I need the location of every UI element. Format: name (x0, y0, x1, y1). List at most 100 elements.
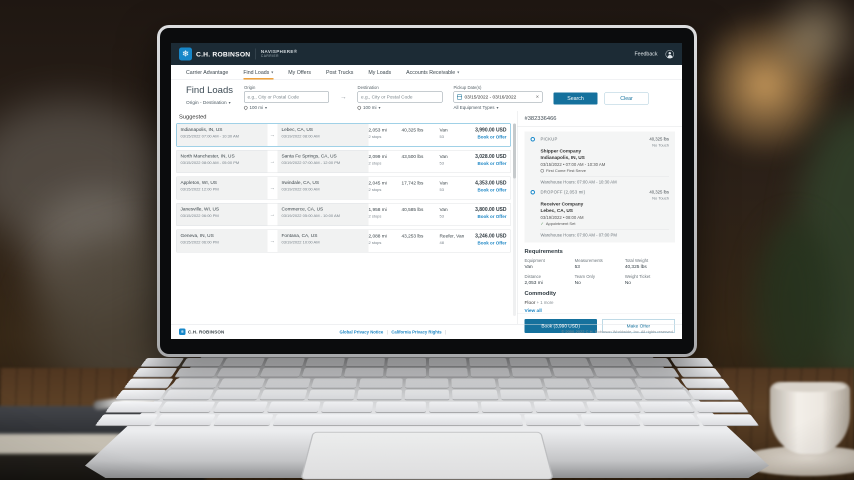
user-account-icon[interactable] (665, 49, 674, 59)
dropoff-datetime: 03/19/2022 • 08:00 AM (540, 215, 584, 220)
commodity-primary: Floor (524, 300, 536, 306)
nav-item-my-offers[interactable]: My Offers (288, 69, 311, 76)
nav-item-find-loads[interactable]: Find Loads ▾ (243, 65, 274, 80)
chevron-down-icon: ▾ (228, 100, 231, 106)
destination-input[interactable] (357, 91, 443, 103)
equipment-cell: Van 53 (440, 204, 468, 226)
pickup-datetime: 03/15/2022 • 07:00 AM - 10:30 AM (540, 162, 606, 167)
load-price: 3,246.00 USD (475, 233, 507, 240)
destination-radius-dropdown[interactable]: 100 mi ▾ (356, 105, 443, 110)
price-cell: 4,353.00 USD Book or Offer (468, 177, 511, 199)
trailer-length: 53 (439, 214, 444, 219)
equipment-cell: Reefer, Van 48 (440, 230, 468, 252)
destination-cell: Commerce, CA, US 03/19/2022 05:00 AM - 1… (277, 203, 369, 226)
equipment-cell: Van 53 (440, 177, 468, 199)
origin-city: Appleton, WI, US (180, 180, 217, 186)
origin-cell: Janesville, WI, US 03/15/2022 06:00 PM (176, 203, 268, 226)
nav-item-post-trucks[interactable]: Post Trucks (325, 69, 354, 76)
scrollbar-thumb[interactable] (513, 123, 516, 179)
req-measurements: Measurements 53 (574, 258, 603, 270)
trailer-length: 48 (439, 240, 444, 246)
dropoff-label: DROPOFF (2,053 mi) (540, 189, 586, 195)
book-or-offer-link[interactable]: Book or Offer (477, 161, 507, 166)
nav-item-accounts-receivable[interactable]: Accounts Receivable ▾ (406, 69, 460, 76)
stops-count: 2 stops (368, 187, 382, 193)
dropoff-marker-icon (530, 190, 535, 195)
price-cell: 3,800.00 USD Book or Offer (468, 204, 511, 226)
stops-card: PICKUP 40,325 lbs No Touch Shipper Compa… (524, 131, 675, 243)
clear-date-icon[interactable]: × (535, 94, 540, 100)
footer-logo: ❄ C.H. ROBINSON (179, 328, 225, 335)
location-pin-icon (356, 105, 362, 110)
product-subname: CARRIER (260, 54, 279, 59)
destination-label: Destination (357, 85, 379, 90)
miles-cell: 1,958 mi 2 stops (369, 204, 402, 226)
product-name: NAVISPHERE® (260, 49, 298, 55)
pickup-date-input[interactable]: 03/15/2022 - 03/16/2022 × (453, 91, 543, 103)
origin-label: Origin (244, 85, 256, 90)
arrow-right-icon: → (269, 132, 276, 138)
load-row[interactable]: Janesville, WI, US 03/15/2022 06:00 PM →… (176, 203, 511, 226)
chevron-down-icon: ▾ (457, 70, 460, 75)
miles-cell: 2,045 mi 2 stops (369, 177, 402, 199)
commodity-title: Commodity (524, 290, 557, 297)
global-privacy-link[interactable]: Global Privacy Notice (339, 329, 384, 335)
load-price: 3,028.00 USD (475, 154, 507, 160)
search-button[interactable]: Search (553, 92, 598, 105)
checkmark-icon: ✓ (540, 221, 544, 227)
tab-suggested[interactable]: Suggested (179, 114, 207, 120)
search-filters: Find Loads Origin - Destination ▾ Origin … (171, 80, 682, 111)
divider: | (445, 329, 447, 335)
destination-city: Lebec, CA, US (281, 127, 313, 133)
chevron-down-icon: ▾ (496, 105, 499, 110)
origin-time: 03/15/2022 08:00 AM - 05:00 PM (180, 160, 240, 166)
california-privacy-link[interactable]: California Privacy Rights (391, 329, 442, 335)
trailer-length: 53 (439, 187, 444, 193)
divider (255, 48, 256, 60)
load-row[interactable]: Appleton, WI, US 03/15/2022 12:00 PM → I… (176, 176, 511, 200)
origin-cell: North Manchester, IN, US 03/15/2022 08:0… (176, 150, 268, 173)
pickup-marker-icon (530, 137, 535, 142)
book-or-offer-link[interactable]: Book or Offer (477, 134, 507, 140)
clear-button[interactable]: Clear (604, 92, 649, 105)
miles-cell: 2,099 mi 2 stops (369, 151, 402, 173)
book-or-offer-link[interactable]: Book or Offer (477, 187, 507, 193)
weight-cell: 40,325 lbs (401, 127, 424, 134)
list-scrollbar[interactable] (513, 123, 516, 316)
load-row[interactable]: Geneva, IN, US 03/15/2022 06:00 PM → Fon… (176, 229, 511, 253)
destination-cell: Irwindale, CA, US 03/19/2022 09:00 AM (277, 177, 369, 199)
equipment-cell: Van 53 (440, 124, 468, 146)
book-or-offer-link[interactable]: Book or Offer (477, 240, 507, 246)
destination-cell: Lebec, CA, US 03/19/2022 08:00 AM (277, 124, 369, 146)
origin-cell: Appleton, WI, US 03/15/2022 12:00 PM (176, 177, 268, 199)
nav-item-my-loads[interactable]: My Loads (368, 69, 392, 76)
book-or-offer-link[interactable]: Book or Offer (477, 214, 507, 219)
feedback-link[interactable]: Feedback (634, 51, 658, 57)
commodity-section: Commodity Floor + 1 more View all (518, 286, 683, 314)
origin-input[interactable] (244, 91, 330, 103)
search-mode-dropdown[interactable]: Origin - Destination ▾ (186, 100, 231, 106)
price-cell: 3,246.00 USD Book or Offer (468, 230, 511, 252)
load-row[interactable]: Indianapolis, IN, US 03/15/2022 07:00 AM… (176, 123, 511, 147)
dropoff-tag: ✓ Appointment Set (540, 221, 576, 227)
chevron-down-icon: ▾ (265, 105, 268, 110)
load-price: 3,990.00 USD (475, 127, 507, 134)
pickup-date-value: 03/15/2022 - 03/16/2022 (464, 94, 517, 100)
destination-cell: Santa Fe Springs, CA, US 03/19/2022 07:0… (277, 150, 369, 173)
origin-city: Geneva, IN, US (180, 233, 214, 239)
weight-cell: 17,742 lbs (401, 180, 424, 187)
requirements-title: Requirements (524, 248, 563, 255)
nav-item-carrier-advantage[interactable]: Carrier Advantage (186, 69, 229, 76)
destination-city: Santa Fe Springs, CA, US (281, 153, 337, 160)
origin-radius-dropdown[interactable]: 100 mi ▾ (243, 105, 329, 110)
arrow-right-icon: → (269, 211, 276, 218)
req-team-only: Team Only No (574, 274, 595, 286)
equipment-type-dropdown[interactable]: All Equipment Types ▾ (453, 105, 499, 110)
price-cell: 3,990.00 USD Book or Offer (468, 124, 511, 146)
load-detail-panel: #382336466 PICKUP 40,325 lbs No Touch (517, 111, 683, 333)
miles-cell: 2,088 mi 2 stops (369, 230, 402, 252)
destination-city: Commerce, CA, US (281, 206, 324, 213)
load-row[interactable]: North Manchester, IN, US 03/15/2022 08:0… (176, 150, 511, 173)
destination-time: 03/19/2022 05:00 AM - 10:00 AM (281, 213, 340, 219)
calendar-icon (457, 94, 463, 100)
